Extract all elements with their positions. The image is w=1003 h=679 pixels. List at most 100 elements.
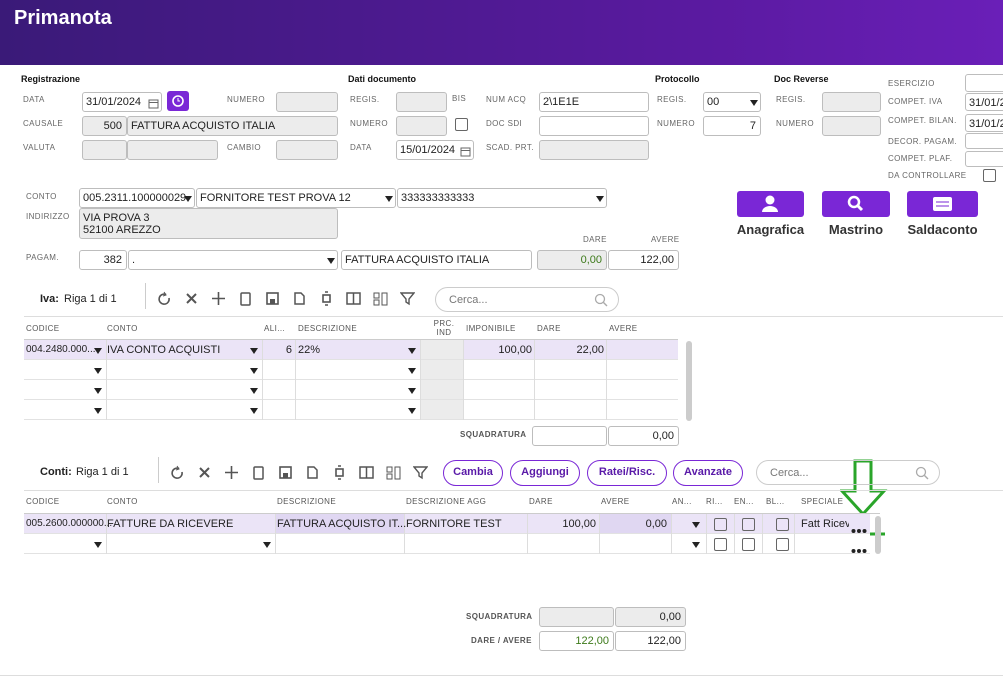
toolbar-icon[interactable] [412, 465, 429, 480]
scrollbar[interactable] [875, 516, 881, 554]
toolbar-icon[interactable] [278, 465, 293, 480]
action-button[interactable] [737, 191, 804, 217]
input-field[interactable]: 0,00 [608, 426, 679, 446]
input-field[interactable]: 382 [79, 250, 127, 270]
checkbox[interactable] [742, 518, 755, 531]
grid-row[interactable] [24, 534, 870, 554]
grid-cell-rule [420, 360, 421, 380]
field-label: 100,00 [498, 344, 532, 356]
field-label: BL... [766, 497, 785, 506]
toolbar-icon[interactable] [238, 291, 253, 306]
search-box[interactable]: Cerca... [435, 287, 619, 312]
input-field[interactable]: 005.2311.100000029 [79, 188, 195, 208]
input-field[interactable]: 7 [703, 116, 761, 136]
input-field[interactable] [532, 426, 607, 446]
toolbar-icon[interactable] [184, 291, 199, 306]
input-field[interactable]: FATTURA ACQUISTO ITALIA [127, 116, 338, 136]
toolbar-icon[interactable] [211, 291, 226, 306]
toolbar-icon[interactable] [346, 291, 361, 306]
input-field[interactable] [539, 116, 649, 136]
more-button[interactable] [851, 541, 867, 553]
toolbar-icon[interactable] [265, 291, 280, 306]
action-button[interactable] [822, 191, 890, 217]
input-field[interactable]: 500 [82, 116, 127, 136]
toolbar-icon[interactable] [157, 291, 172, 306]
input-field[interactable] [965, 151, 1003, 167]
toolbar-icon-svg [335, 465, 344, 480]
toolbar-icon[interactable] [251, 465, 266, 480]
scrollbar[interactable] [686, 341, 692, 421]
dropdown-arrow [94, 408, 102, 414]
field-label: 6 [285, 344, 292, 356]
more-button[interactable] [851, 521, 867, 533]
toolbar-icon[interactable] [332, 465, 347, 480]
checkbox[interactable] [714, 518, 727, 531]
field-label: SPECIALE [801, 497, 844, 506]
input-field[interactable] [127, 140, 218, 160]
field-label: NUMERO [776, 119, 814, 128]
field-value: 00 [707, 96, 720, 108]
input-field[interactable] [822, 116, 881, 136]
input-field[interactable]: 00 [703, 92, 761, 112]
input-field[interactable]: 122,00 [608, 250, 679, 270]
input-field[interactable]: 0,00 [615, 607, 686, 627]
input-field[interactable] [396, 92, 447, 112]
checkbox[interactable] [983, 169, 996, 182]
input-field[interactable]: VIA PROVA 3 52100 AREZZO [79, 208, 338, 239]
toolbar-icon[interactable] [292, 291, 307, 306]
input-field[interactable]: 2\1E1E [539, 92, 649, 112]
checkbox[interactable] [742, 538, 755, 551]
input-field[interactable] [539, 607, 614, 627]
field-label: FATTURE DA RICEVERE [107, 518, 234, 530]
input-field[interactable]: 122,00 [615, 631, 686, 651]
checkbox[interactable] [714, 538, 727, 551]
input-field[interactable] [822, 92, 881, 112]
field-label: NUMERO [350, 119, 388, 128]
toolbar-icon[interactable] [319, 291, 334, 306]
input-field[interactable] [965, 133, 1003, 149]
grid-row[interactable] [24, 360, 678, 380]
action-button[interactable] [907, 191, 978, 217]
toolbar-icon[interactable] [373, 291, 388, 306]
dropdown-arrow [94, 348, 102, 354]
input-field[interactable]: 0,00 [537, 250, 607, 270]
input-field[interactable]: FATTURA ACQUISTO ITALIA [341, 250, 532, 270]
toolbar-icon[interactable] [224, 465, 239, 480]
input-field[interactable]: FORNITORE TEST PROVA 12 [196, 188, 396, 208]
toolbar-icon[interactable] [386, 465, 401, 480]
action-button[interactable]: Ratei/Risc. [587, 460, 667, 486]
input-field[interactable]: 31/01/2 [965, 93, 1003, 111]
checkbox[interactable] [776, 518, 789, 531]
toolbar-icon[interactable] [170, 465, 185, 480]
input-field[interactable]: . [128, 250, 338, 270]
input-field[interactable]: 122,00 [539, 631, 614, 651]
input-field[interactable] [82, 140, 127, 160]
action-button[interactable]: Aggiungi [510, 460, 580, 486]
field-label: 100,00 [562, 518, 596, 530]
input-field[interactable] [965, 74, 1003, 92]
grid-row[interactable] [24, 340, 678, 360]
search-box[interactable]: Cerca... [756, 460, 940, 485]
field-label: Conti: [40, 466, 72, 478]
input-field[interactable] [276, 92, 338, 112]
input-field[interactable]: 31/01/2 [965, 114, 1003, 132]
toolbar-icon-svg [307, 466, 318, 479]
action-button[interactable]: Cambia [443, 460, 503, 486]
field-value: 122,00 [640, 254, 674, 266]
input-field[interactable]: 15/01/2024 [396, 140, 474, 160]
toolbar-icon[interactable] [359, 465, 374, 480]
checkbox[interactable] [455, 118, 468, 131]
toolbar-icon[interactable] [305, 465, 320, 480]
search-icon-svg [594, 293, 608, 307]
grid-row[interactable] [24, 380, 678, 400]
input-field[interactable] [276, 140, 338, 160]
toolbar-icon[interactable] [197, 465, 212, 480]
input-field[interactable] [539, 140, 649, 160]
action-button[interactable]: Avanzate [673, 460, 743, 486]
input-field[interactable]: 333333333333 [397, 188, 607, 208]
grid-row[interactable] [24, 400, 678, 420]
input-field[interactable] [396, 116, 447, 136]
checkbox[interactable] [776, 538, 789, 551]
input-field[interactable]: 31/01/2024 [82, 92, 162, 112]
toolbar-icon[interactable] [399, 291, 416, 306]
